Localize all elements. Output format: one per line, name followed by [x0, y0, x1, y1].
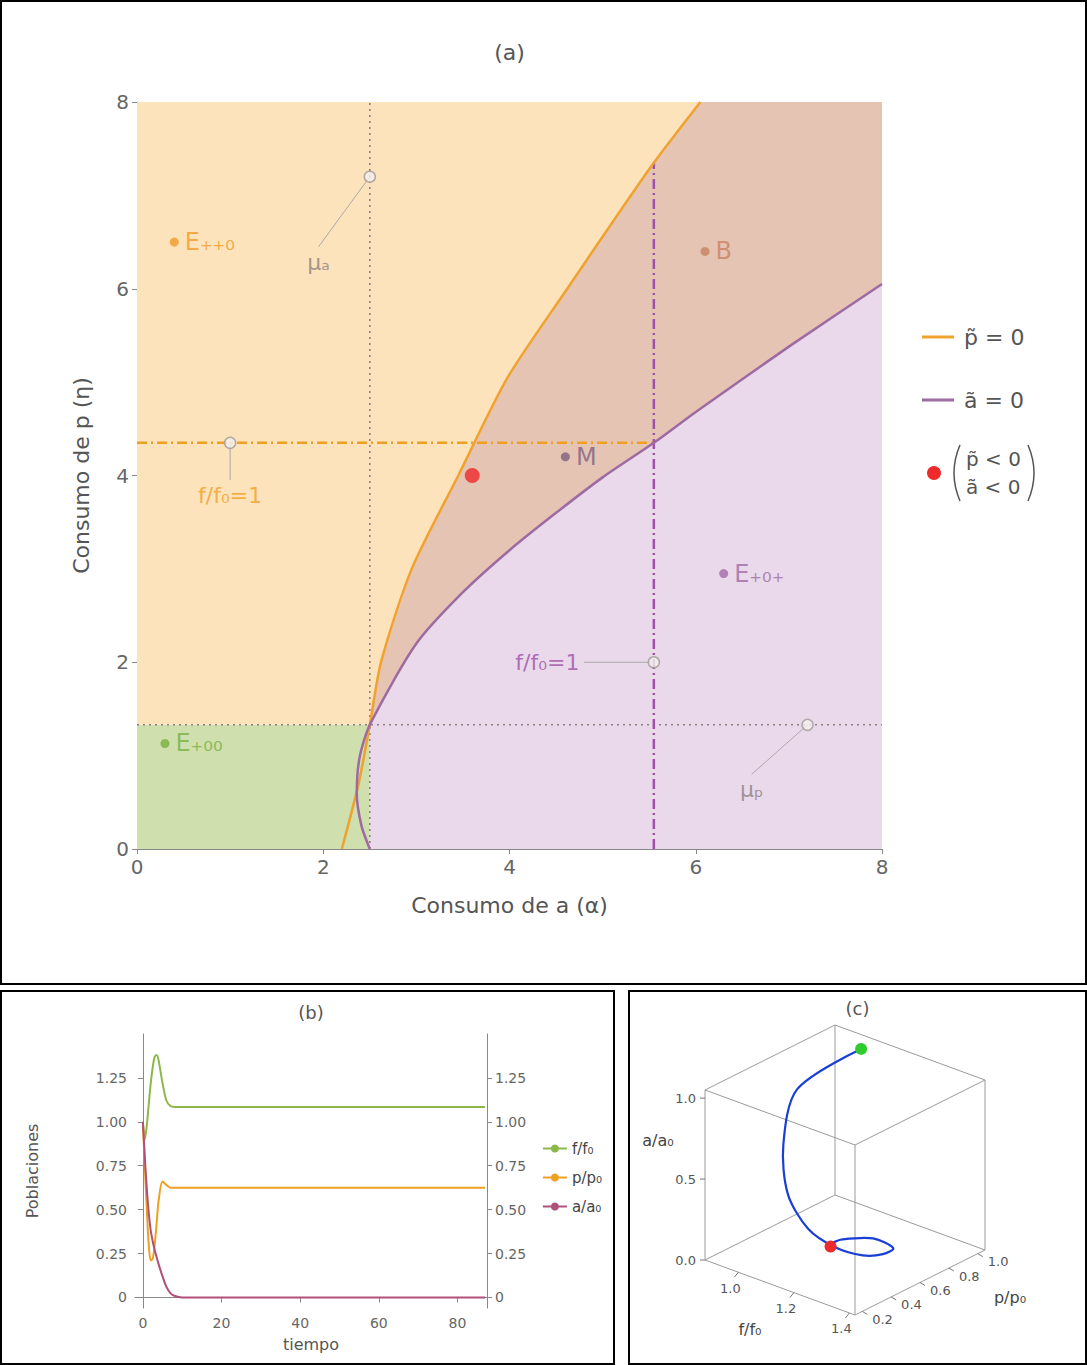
svg-text:M: M — [576, 443, 597, 471]
svg-text:20: 20 — [213, 1315, 231, 1331]
svg-text:40: 40 — [291, 1315, 309, 1331]
svg-text:a/a₀: a/a₀ — [572, 1198, 601, 1216]
svg-text:ã = 0: ã = 0 — [964, 388, 1024, 413]
svg-text:p/p₀: p/p₀ — [994, 1288, 1026, 1307]
svg-text:E₊₀₊: E₊₀₊ — [734, 560, 784, 588]
svg-text:ã < 0: ã < 0 — [966, 475, 1020, 499]
svg-text:8: 8 — [116, 90, 129, 114]
svg-text:f/f₀: f/f₀ — [738, 1320, 761, 1339]
svg-text:(a): (a) — [494, 40, 525, 65]
svg-text:μₚ: μₚ — [740, 777, 763, 802]
svg-text:4: 4 — [116, 464, 129, 488]
svg-text:1.4: 1.4 — [831, 1321, 852, 1336]
svg-text:0.25: 0.25 — [96, 1246, 127, 1262]
svg-text:1.0: 1.0 — [720, 1281, 741, 1296]
svg-text:0.4: 0.4 — [901, 1297, 922, 1312]
svg-text:0.0: 0.0 — [675, 1253, 696, 1268]
svg-text:4: 4 — [503, 855, 516, 879]
svg-text:0.50: 0.50 — [495, 1202, 526, 1218]
svg-text:6: 6 — [116, 277, 129, 301]
svg-text:1.25: 1.25 — [96, 1070, 127, 1086]
svg-text:f/f₀: f/f₀ — [572, 1140, 594, 1158]
svg-text:B: B — [716, 237, 732, 265]
svg-text:2: 2 — [116, 650, 129, 674]
svg-text:0: 0 — [116, 837, 129, 861]
svg-text:0.5: 0.5 — [675, 1172, 696, 1187]
svg-text:1.00: 1.00 — [495, 1114, 526, 1130]
svg-text:0.6: 0.6 — [930, 1283, 951, 1298]
svg-text:60: 60 — [370, 1315, 388, 1331]
svg-text:Poblaciones: Poblaciones — [23, 1124, 42, 1219]
svg-text:f/f₀=1: f/f₀=1 — [198, 483, 262, 508]
svg-text:1.2: 1.2 — [776, 1301, 797, 1316]
svg-text:1.0: 1.0 — [988, 1254, 1009, 1269]
svg-text:2: 2 — [317, 855, 330, 879]
svg-text:Consumo de p (η): Consumo de p (η) — [69, 377, 94, 574]
svg-text:0.75: 0.75 — [495, 1158, 526, 1174]
svg-text:p̃ = 0: p̃ = 0 — [964, 325, 1024, 350]
svg-text:(c): (c) — [846, 998, 870, 1019]
svg-text:f/f₀=1: f/f₀=1 — [515, 650, 579, 675]
svg-text:0: 0 — [495, 1289, 504, 1305]
svg-text:0.2: 0.2 — [872, 1312, 893, 1327]
svg-text:tiempo: tiempo — [283, 1335, 339, 1354]
svg-text:0: 0 — [131, 855, 144, 879]
svg-text:1.25: 1.25 — [495, 1070, 526, 1086]
svg-text:(b): (b) — [298, 1002, 323, 1023]
svg-text:0.50: 0.50 — [96, 1202, 127, 1218]
svg-text:p/p₀: p/p₀ — [572, 1169, 602, 1187]
svg-text:E₊₊₀: E₊₊₀ — [185, 228, 235, 256]
svg-text:a/a₀: a/a₀ — [642, 1131, 673, 1150]
svg-text:μₐ: μₐ — [307, 250, 330, 275]
svg-text:0.75: 0.75 — [96, 1158, 127, 1174]
svg-text:1.0: 1.0 — [675, 1091, 696, 1106]
svg-text:6: 6 — [689, 855, 702, 879]
svg-text:1.00: 1.00 — [96, 1114, 127, 1130]
svg-text:0.8: 0.8 — [959, 1269, 980, 1284]
svg-text:Consumo de a (α): Consumo de a (α) — [411, 893, 608, 918]
svg-text:0: 0 — [138, 1315, 147, 1331]
svg-text:0.25: 0.25 — [495, 1246, 526, 1262]
svg-text:80: 80 — [449, 1315, 467, 1331]
svg-text:E₊₀₀: E₊₀₀ — [175, 729, 222, 757]
svg-text:0: 0 — [118, 1289, 127, 1305]
svg-text:8: 8 — [876, 855, 889, 879]
svg-text:p̃ < 0: p̃ < 0 — [966, 447, 1021, 471]
